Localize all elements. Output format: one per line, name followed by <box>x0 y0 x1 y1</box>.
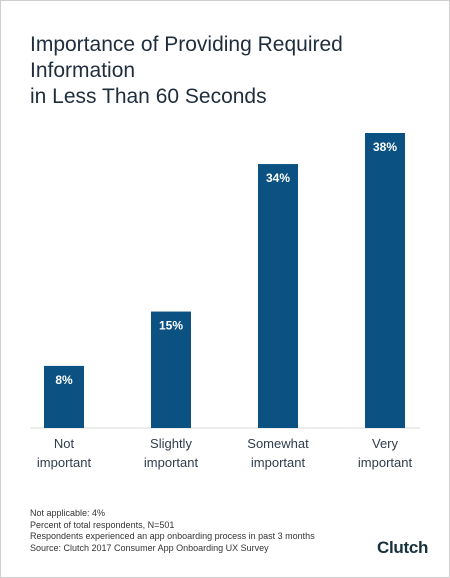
bar-2 <box>258 164 298 429</box>
chart-title-line-1: Importance of Providing Required Informa… <box>30 33 343 82</box>
bar-value-label-0: 8% <box>55 373 73 387</box>
footnote-not-applicable: Not applicable: 4% <box>30 508 106 518</box>
bar-1 <box>151 311 191 428</box>
bar-value-label-2: 34% <box>266 171 290 185</box>
bar-value-label-3: 38% <box>373 140 397 154</box>
chart-title: Importance of Providing Required Informa… <box>30 32 430 110</box>
category-label-2-line-0: Somewhat <box>247 436 309 451</box>
bar-3 <box>365 133 405 428</box>
chart-title-line-2: in Less Than 60 Seconds <box>30 85 267 108</box>
category-label-3-line-1: important <box>358 455 413 470</box>
category-label-0-line-1: important <box>37 455 92 470</box>
footnote-respondents: Percent of total respondents, N=501 <box>30 519 175 530</box>
footnote-criteria: Respondents experienced an app onboardin… <box>30 531 315 541</box>
category-label-1-line-0: Slightly <box>150 436 192 451</box>
bar-0 <box>44 365 84 428</box>
category-label-3-line-0: Very <box>372 436 399 451</box>
footnotes: Not applicable: 4% Percent of total resp… <box>30 508 315 554</box>
category-label-2-line-1: important <box>251 455 306 470</box>
clutch-logo: Clutch <box>377 538 429 557</box>
bar-value-label-1: 15% <box>159 319 183 333</box>
category-label-0-line-0: Not <box>54 436 75 451</box>
category-label-1-line-1: important <box>144 455 199 470</box>
footnote-source: Source: Clutch 2017 Consumer App Onboard… <box>30 542 269 553</box>
